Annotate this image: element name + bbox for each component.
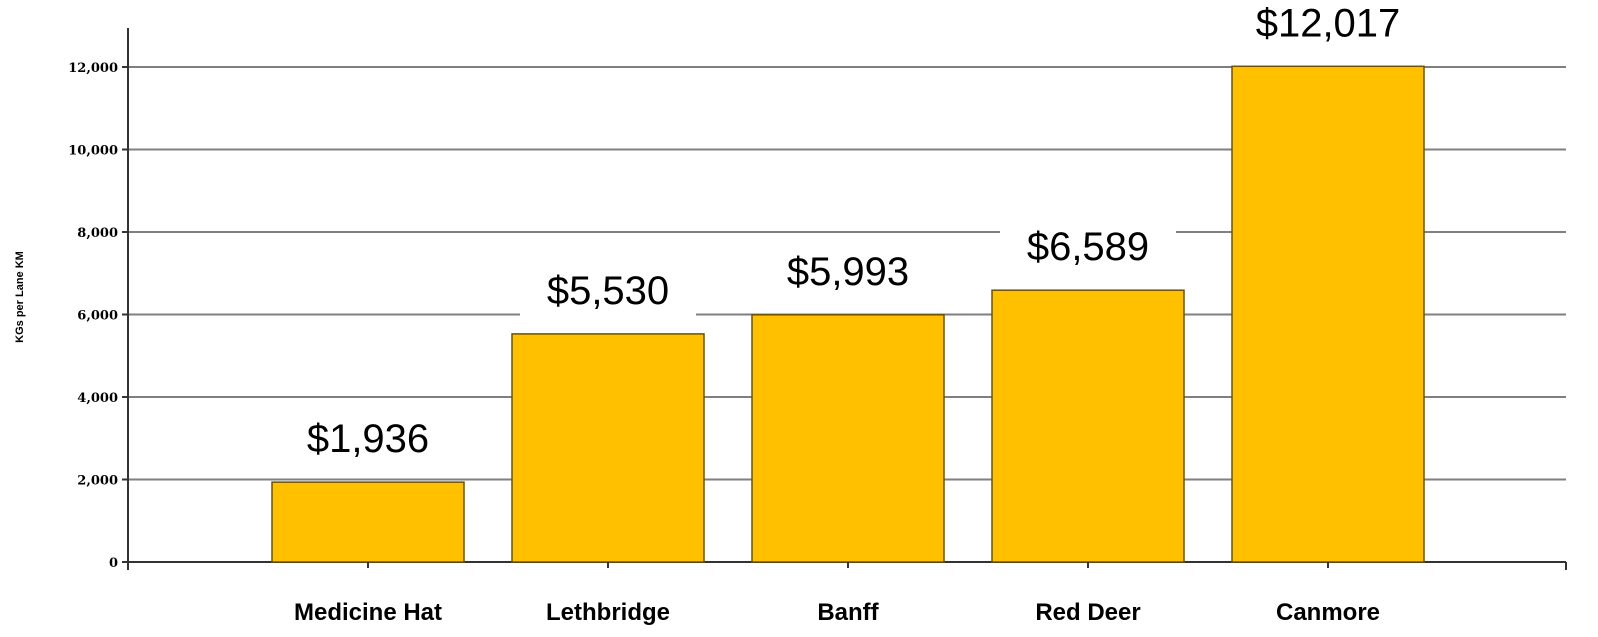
y-tick-label: 4,000 (77, 391, 118, 406)
x-tick-label: Canmore (1276, 599, 1380, 626)
data-label: $6,589 (1027, 225, 1149, 269)
x-tick-label: Red Deer (1035, 599, 1140, 626)
y-axis-title: KGs per Lane KM (14, 251, 26, 343)
bar-banff (752, 315, 944, 562)
y-tick-label: 6,000 (77, 309, 118, 324)
bar-lethbridge (512, 334, 704, 562)
data-label: $5,530 (547, 269, 669, 313)
bar-canmore (1232, 66, 1424, 562)
data-label: $5,993 (787, 250, 909, 294)
bar-red-deer (992, 290, 1184, 562)
bar-medicine-hat (272, 482, 464, 562)
y-tick-labels: 0 2,000 4,000 6,000 8,000 10,000 12,000 (68, 61, 128, 571)
y-tick-label: 12,000 (68, 61, 118, 76)
x-tick-label: Medicine Hat (294, 599, 442, 626)
x-tick-label: Lethbridge (546, 599, 670, 626)
y-tick-label: 2,000 (77, 474, 118, 489)
y-tick-label: 10,000 (68, 144, 118, 159)
x-tick-labels: Medicine Hat Lethbridge Banff Red Deer Canmo… (294, 562, 1380, 626)
y-tick-label: 0 (109, 556, 118, 571)
data-label: $1,936 (307, 417, 429, 461)
y-tick-label: 8,000 (77, 226, 118, 241)
data-label: $12,017 (1256, 1, 1401, 45)
x-tick-label: Banff (817, 599, 879, 626)
